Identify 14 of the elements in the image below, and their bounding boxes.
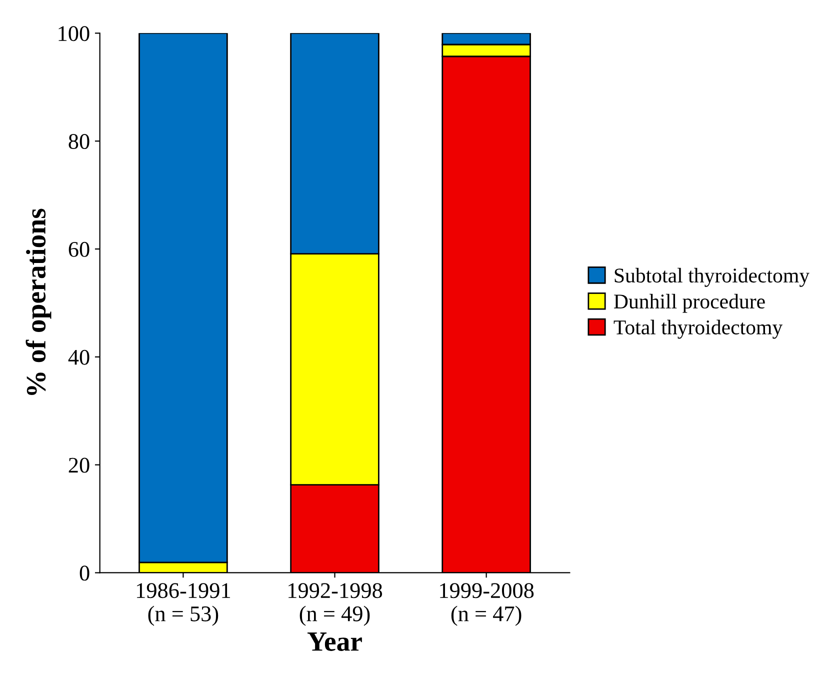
y-tick-label: 0 (80, 566, 90, 581)
x-tick-label: 1999-2008 (n = 47) (440, 583, 534, 626)
y-axis-title: % of operations (26, 208, 52, 396)
legend-label: Dunhill procedure (614, 294, 765, 313)
x-tick-label: 1992-1998 (n = 49) (288, 583, 382, 626)
y-tick-label: 40 (68, 350, 90, 365)
x-tick-label: 1986-1991 (n = 53) (137, 583, 230, 626)
y-tick-label: 100 (58, 26, 90, 42)
y-tick-label: 60 (68, 242, 90, 257)
legend-label: Subtotal thyroidectomy (614, 268, 810, 287)
y-tick-label: 20 (68, 458, 90, 473)
legend-label: Total thyroidectomy (614, 320, 783, 339)
x-axis-title: Year (307, 632, 362, 651)
y-tick-label: 80 (68, 134, 90, 150)
